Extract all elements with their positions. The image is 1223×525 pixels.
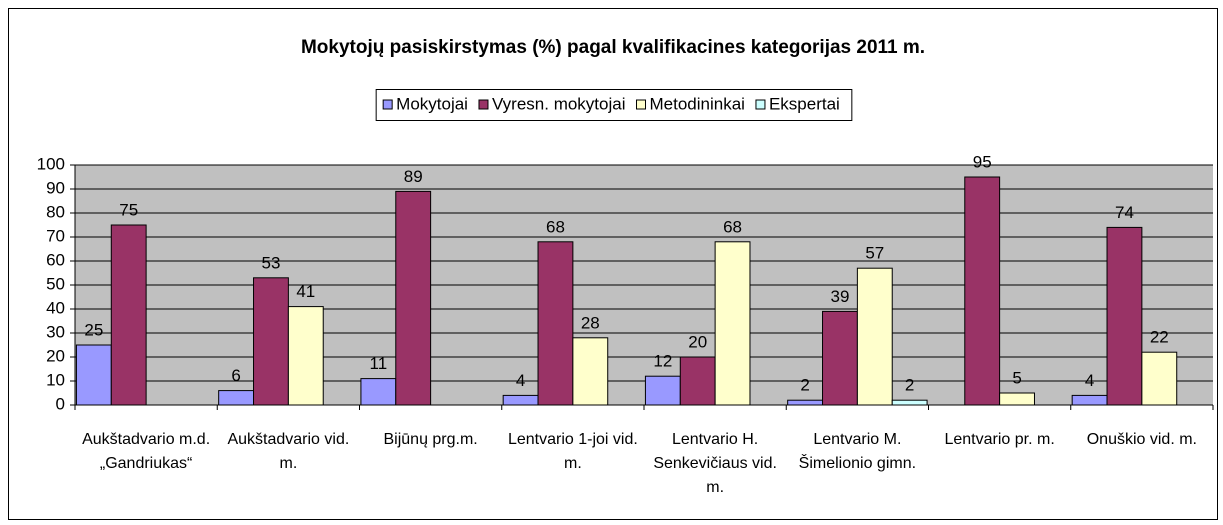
data-label: 53: [261, 253, 280, 272]
bar: [1141, 351, 1178, 406]
y-tick-label: 80: [46, 202, 65, 221]
data-label: 20: [688, 332, 707, 351]
bar: [856, 267, 893, 406]
data-label: 95: [973, 152, 992, 171]
bar: [822, 310, 858, 406]
x-tick-label: Lentvario M. Šimelionio gimn.: [798, 431, 917, 472]
data-label: 6: [231, 366, 240, 385]
x-tick-label: Onuškio vid. m.: [1086, 431, 1197, 448]
data-label: 39: [830, 287, 849, 306]
legend-label: Ekspertai: [769, 94, 840, 113]
bar: [644, 375, 681, 406]
bar: [572, 337, 609, 406]
data-label: 11: [370, 354, 388, 373]
y-tick-label: 20: [46, 346, 65, 365]
data-label: 4: [516, 371, 525, 390]
bar: [714, 241, 751, 406]
data-label: 74: [1115, 203, 1134, 222]
y-tick-label: 0: [56, 394, 65, 413]
data-label: 75: [119, 200, 138, 219]
data-label: 4: [1085, 371, 1094, 390]
data-label: 12: [653, 352, 672, 371]
y-tick-label: 90: [46, 178, 65, 197]
bar: [1106, 226, 1143, 406]
bar: [502, 394, 539, 406]
bar: [537, 241, 574, 406]
data-label: 2: [800, 376, 809, 395]
bar: [679, 356, 716, 406]
x-tick-label: Lentvario pr. m.: [944, 431, 1055, 448]
data-label: 5: [1012, 368, 1021, 387]
legend-swatch: [636, 99, 647, 110]
y-tick-label: 30: [46, 322, 65, 341]
data-label: 22: [1150, 328, 1169, 347]
legend: Mokytojai Vyresn. mokytojai Metodininkai Ek…: [375, 89, 853, 121]
bar: [891, 399, 928, 406]
bar: [360, 378, 397, 406]
data-label: 2: [905, 376, 914, 395]
y-tick-label: 40: [46, 298, 65, 317]
legend-swatch: [382, 99, 393, 110]
data-label: 68: [546, 217, 565, 236]
data-label: 28: [581, 313, 600, 332]
legend-label: Mokytojai: [396, 94, 468, 113]
legend-swatch: [755, 99, 766, 110]
x-tick-label: Lentvario 1-joi vid. m.: [507, 431, 638, 472]
x-tick-label: Aukštadvario vid. m.: [227, 431, 350, 472]
bar: [287, 306, 324, 406]
x-tick-label: Lentvario H. Senkevičiaus vid. m.: [653, 431, 777, 496]
bar: [395, 190, 432, 406]
bar: [1071, 394, 1108, 406]
y-tick-label: 10: [46, 370, 65, 389]
bar: [999, 392, 1035, 406]
data-label: 57: [865, 244, 884, 263]
data-label: 89: [404, 167, 423, 186]
bar: [110, 224, 147, 406]
bar: [964, 176, 1001, 406]
legend-box: [375, 89, 853, 121]
data-label: 68: [723, 217, 742, 236]
bar: [75, 344, 112, 406]
x-tick-label: Bijūnų prg.m.: [383, 431, 478, 448]
x-tick-label: Aukštadvario m.d. „Gandriukas“: [82, 431, 211, 472]
chart-title: Mokytojų pasiskirstymas (%) pagal kvalif…: [301, 37, 925, 58]
y-tick-label: 60: [46, 250, 65, 269]
legend-label: Vyresn. mokytojai: [492, 94, 626, 113]
y-tick-label: 50: [46, 274, 65, 293]
bar: [218, 390, 255, 406]
bar: [253, 277, 289, 406]
legend-label: Metodininkai: [650, 94, 745, 113]
data-label: 41: [296, 282, 315, 301]
legend-swatch: [478, 99, 489, 110]
y-tick-label: 70: [46, 226, 65, 245]
y-tick-label: 100: [37, 154, 65, 173]
bar: [787, 399, 824, 406]
data-label: 25: [84, 320, 103, 339]
